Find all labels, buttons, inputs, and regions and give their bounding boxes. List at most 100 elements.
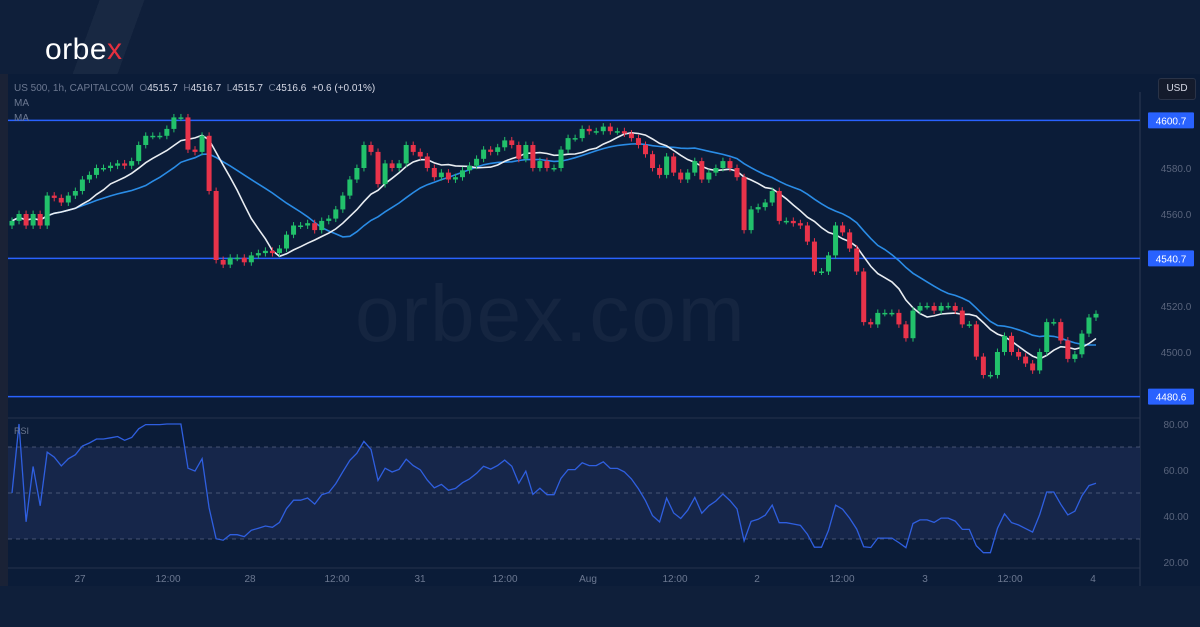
candle-body bbox=[312, 223, 318, 231]
candle-body bbox=[185, 117, 191, 150]
candle-body bbox=[544, 161, 550, 168]
low-value: 4515.7 bbox=[232, 83, 263, 94]
time-label: 2 bbox=[754, 574, 760, 585]
candle-body bbox=[952, 306, 958, 311]
price-level-badge bbox=[1148, 250, 1194, 267]
candle-body bbox=[1093, 313, 1099, 318]
candle-body bbox=[340, 195, 346, 210]
price-tick: 4560.0 bbox=[1161, 210, 1192, 221]
header-decoration bbox=[40, 0, 160, 80]
candle-body bbox=[262, 250, 268, 254]
candle-body bbox=[628, 133, 634, 139]
candle-body bbox=[727, 161, 733, 168]
candle-body bbox=[924, 306, 930, 308]
candle-body bbox=[755, 207, 761, 210]
candle-body bbox=[396, 163, 402, 168]
price-level-label: 4540.7 bbox=[1156, 254, 1187, 265]
symbol-label: US 500, 1h, CAPITALCOM bbox=[14, 83, 134, 94]
close-value: 4516.6 bbox=[275, 83, 307, 94]
time-label: 12:00 bbox=[997, 574, 1022, 585]
candle-body bbox=[157, 135, 163, 138]
candle-body bbox=[1058, 322, 1064, 341]
candle-body bbox=[199, 135, 205, 152]
rsi-tick: 80.00 bbox=[1163, 420, 1188, 431]
candle-body bbox=[558, 149, 564, 168]
candle-body bbox=[93, 168, 99, 175]
candle-body bbox=[284, 234, 290, 249]
candle-body bbox=[875, 312, 881, 325]
candle-body bbox=[72, 191, 78, 196]
watermark: orbex.com bbox=[355, 268, 746, 360]
indicator-ma-2[interactable]: MA bbox=[14, 113, 29, 124]
candle-body bbox=[826, 255, 832, 272]
candle-body bbox=[699, 161, 705, 180]
candle-body bbox=[685, 172, 691, 180]
candle-body bbox=[889, 312, 895, 315]
candle-body bbox=[882, 312, 888, 315]
candle-body bbox=[382, 163, 388, 185]
candle-body bbox=[51, 195, 57, 198]
candle-body bbox=[143, 135, 149, 145]
open-label: O bbox=[139, 83, 148, 94]
price-tick: 4580.0 bbox=[1161, 164, 1192, 175]
candle-body bbox=[347, 179, 353, 196]
candle-body bbox=[980, 356, 986, 375]
candle-body bbox=[523, 145, 529, 159]
candle-body bbox=[1009, 335, 1015, 352]
candle-body bbox=[987, 375, 993, 377]
currency-button[interactable]: USD bbox=[1158, 78, 1196, 100]
candle-body bbox=[959, 310, 965, 325]
candle-body bbox=[910, 310, 916, 339]
candle-body bbox=[840, 225, 846, 233]
candle-body bbox=[664, 156, 670, 175]
candle-body bbox=[938, 306, 944, 311]
candle-body bbox=[1065, 340, 1071, 359]
price-tick: 4520.0 bbox=[1161, 302, 1192, 313]
candle-body bbox=[474, 158, 480, 166]
candle-body bbox=[368, 145, 374, 152]
candle-body bbox=[868, 322, 874, 325]
candle-body bbox=[762, 202, 768, 208]
orbex-logo: orbex bbox=[45, 33, 123, 67]
rsi-label: RSI bbox=[14, 426, 30, 436]
indicator-ma-1[interactable]: MA bbox=[14, 98, 29, 109]
candle-body bbox=[657, 168, 663, 175]
candle-body bbox=[459, 170, 465, 178]
candle-body bbox=[495, 147, 501, 152]
candle-body bbox=[502, 140, 508, 148]
candle-body bbox=[122, 163, 128, 166]
time-label: 12:00 bbox=[662, 574, 687, 585]
candle-body bbox=[58, 197, 64, 203]
rsi-band bbox=[8, 447, 1140, 539]
candle-body bbox=[79, 179, 85, 191]
candle-body bbox=[931, 306, 937, 311]
candle-body bbox=[706, 172, 712, 180]
candle-body bbox=[671, 156, 677, 173]
candle-body bbox=[298, 225, 304, 227]
candle-body bbox=[741, 177, 747, 231]
candle-body bbox=[44, 195, 50, 226]
candle-body bbox=[227, 257, 233, 265]
ohlc-row: US 500, 1h, CAPITALCOM O4515.7 H4516.7 L… bbox=[14, 81, 375, 96]
candle-body bbox=[1001, 335, 1007, 352]
high-label: H bbox=[183, 83, 191, 94]
candle-body bbox=[16, 214, 22, 221]
open-value: 4515.7 bbox=[147, 83, 178, 94]
time-label: 3 bbox=[922, 574, 928, 585]
candle-body bbox=[1079, 333, 1085, 355]
candle-body bbox=[417, 151, 423, 157]
rsi-tick: 60.00 bbox=[1163, 466, 1188, 477]
candle-body bbox=[769, 191, 775, 203]
high-value: 4516.7 bbox=[190, 83, 222, 94]
candle-body bbox=[445, 172, 451, 180]
candle-body bbox=[178, 117, 184, 119]
low-label: L bbox=[226, 83, 233, 94]
candle-body bbox=[776, 191, 782, 221]
candle-body bbox=[537, 161, 543, 168]
ma-slow-line bbox=[11, 142, 1097, 346]
candle-body bbox=[30, 214, 36, 226]
candle-body bbox=[206, 135, 212, 191]
ma-fast-line bbox=[11, 131, 1097, 360]
candle-body bbox=[790, 220, 796, 224]
